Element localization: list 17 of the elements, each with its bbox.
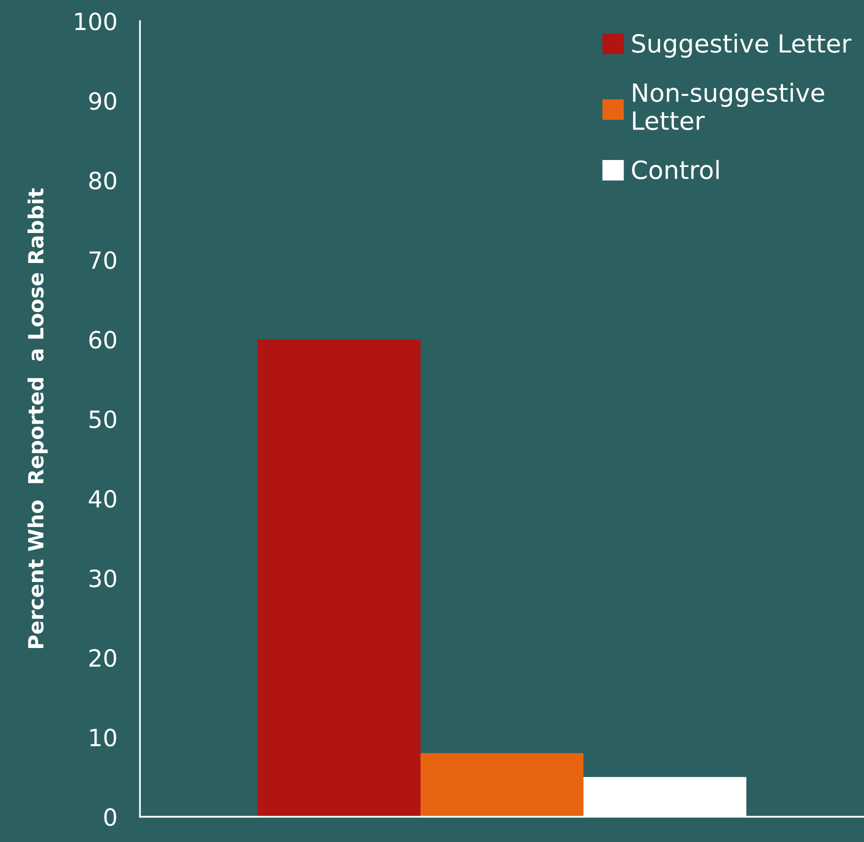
- y-tick-label: 50: [90, 410, 116, 428]
- y-axis-title: Percent Who Reported a Loose Rabbit: [28, 188, 48, 648]
- legend-label: Suggestive Letter: [632, 34, 852, 58]
- y-tick-label: 0: [104, 808, 116, 826]
- y-tick-label: 70: [90, 251, 116, 270]
- y-tick-label: 60: [89, 330, 116, 349]
- y-tick-label: 80: [89, 172, 116, 190]
- bar: [420, 753, 584, 817]
- y-tick-label: 20: [89, 649, 116, 667]
- legend-label: Non-suggestive Letter: [633, 82, 824, 130]
- legend-label: Control: [632, 160, 719, 180]
- bar: [258, 339, 421, 817]
- y-tick-label: 40: [88, 490, 116, 508]
- y-tick-label: 10: [90, 728, 116, 746]
- y-tick-label: 30: [90, 569, 116, 588]
- y-tick-label: 100: [75, 12, 116, 30]
- y-tick-label: 90: [89, 92, 116, 110]
